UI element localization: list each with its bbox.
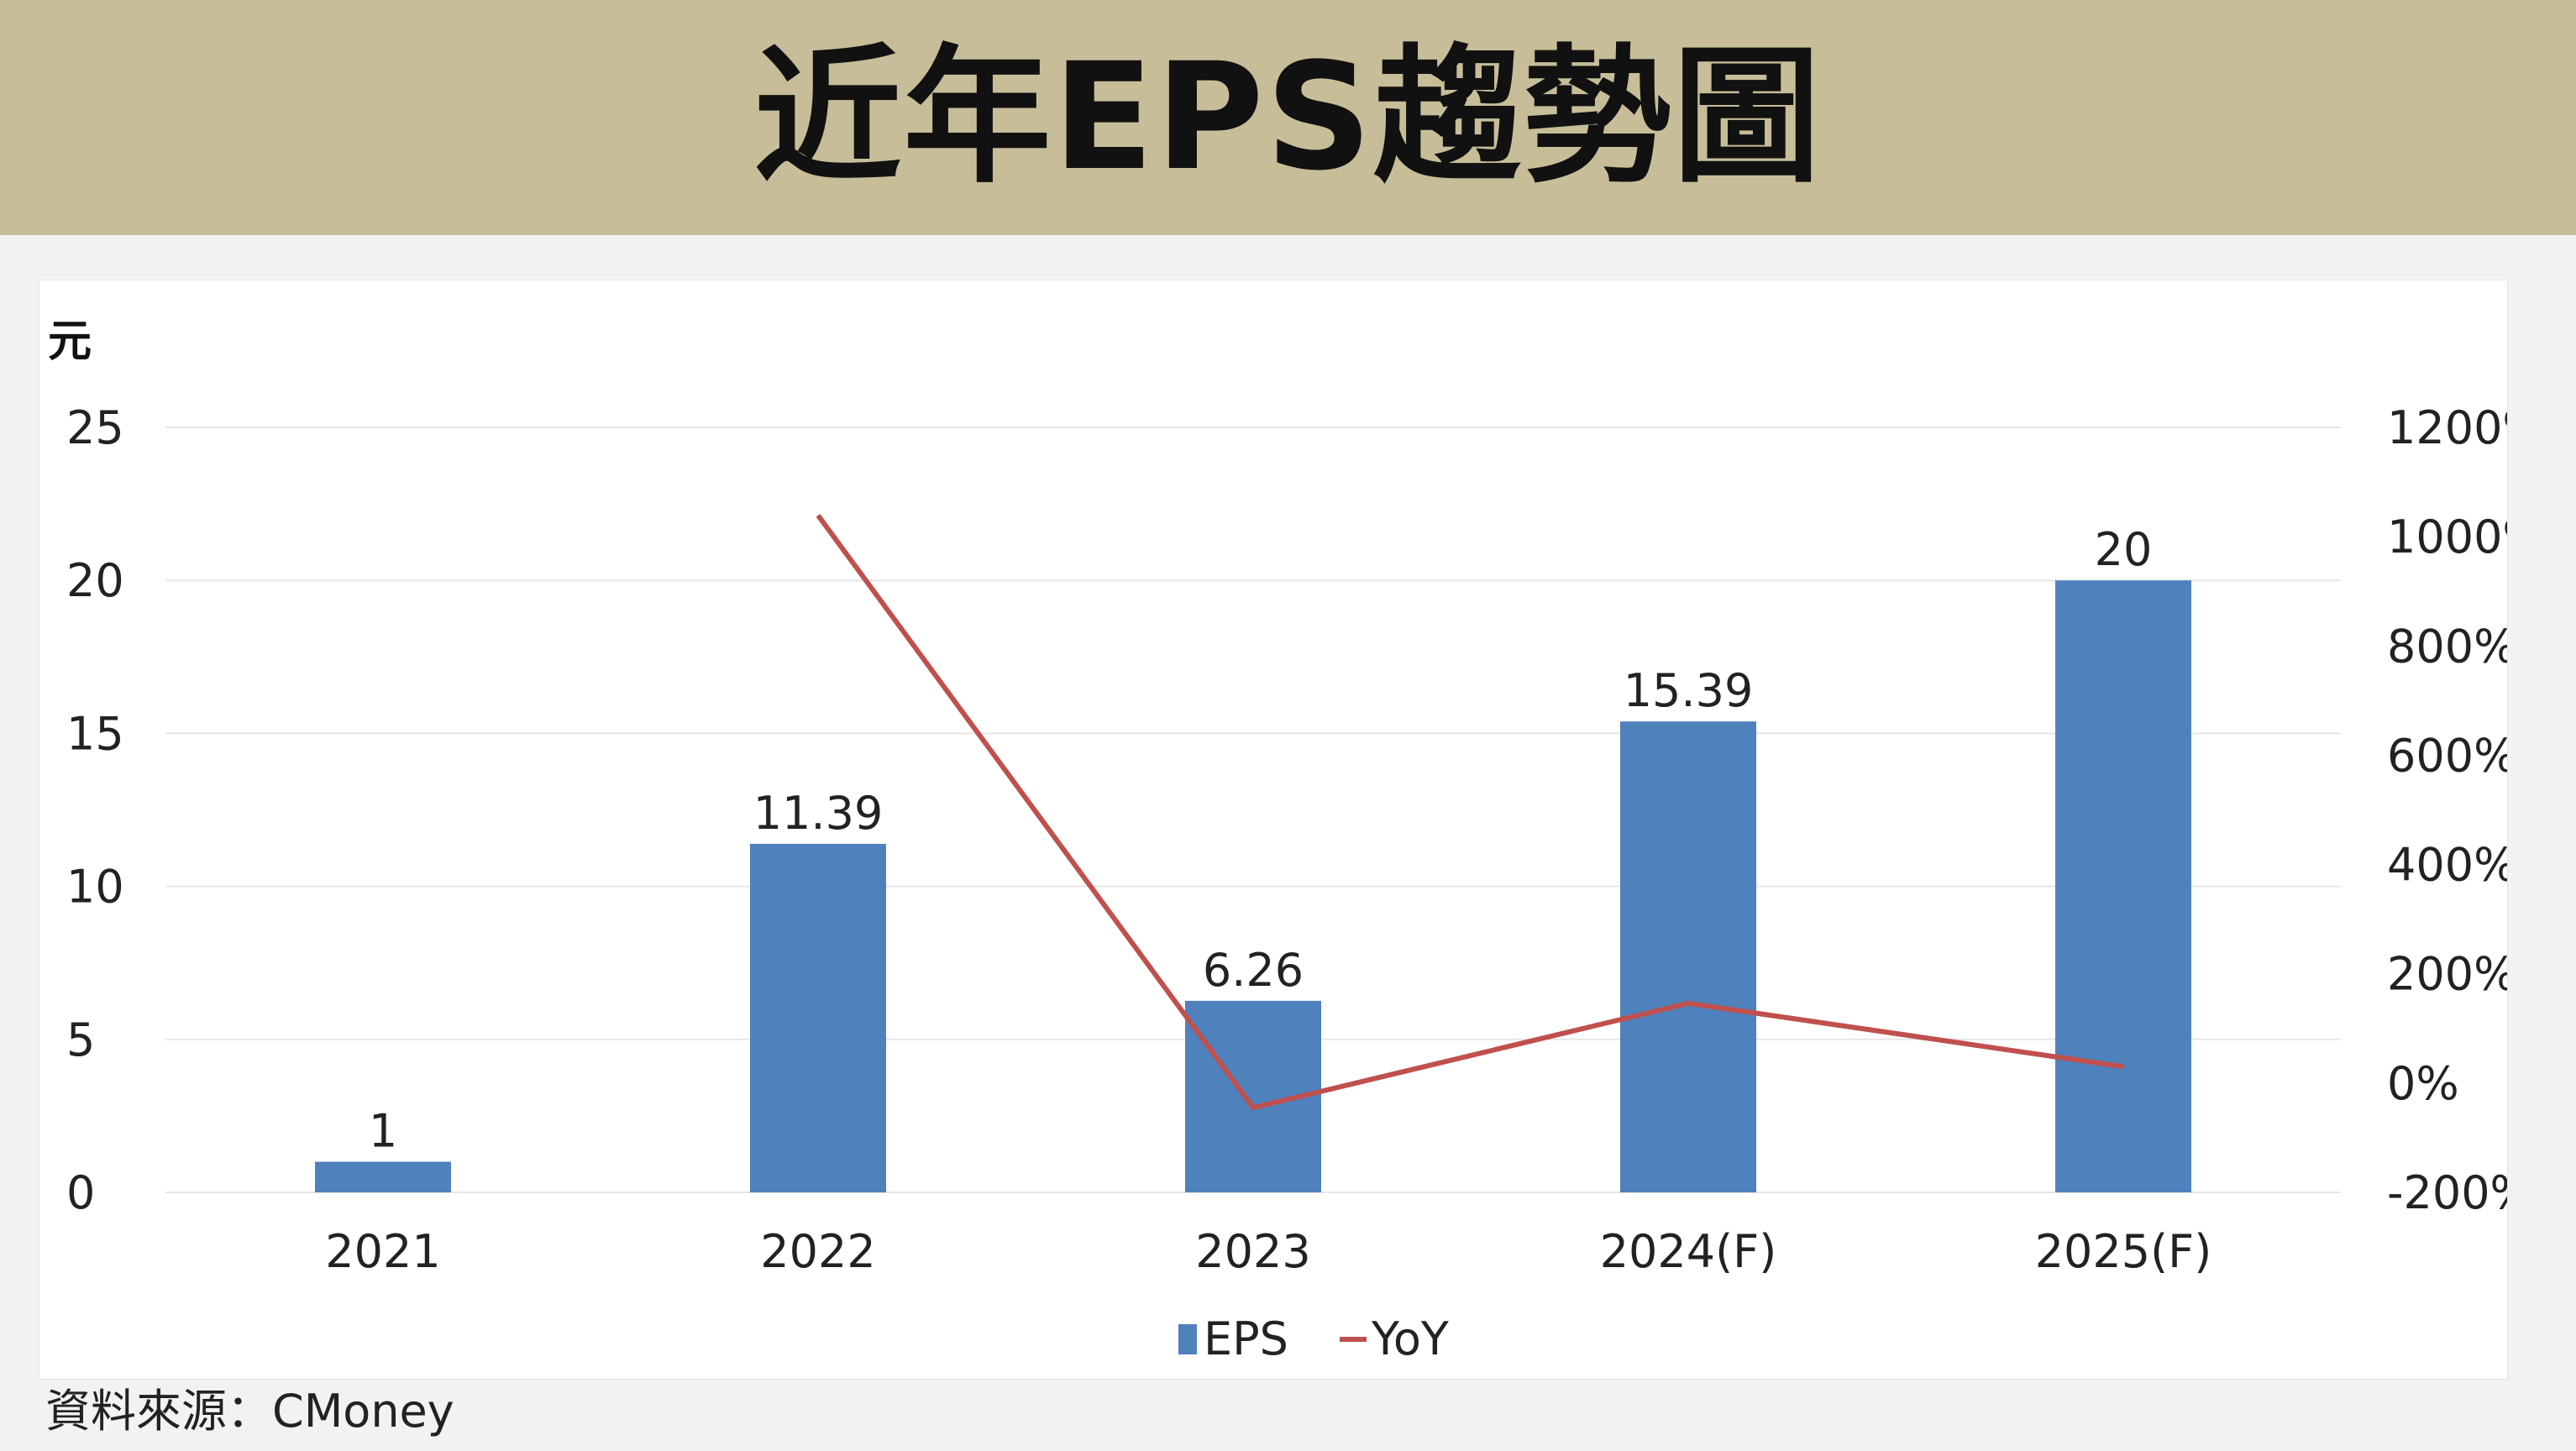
right-tick-label: 0% <box>2387 1057 2459 1110</box>
right-tick-label: 800% <box>2387 620 2507 673</box>
left-tick-label: 10 <box>66 861 124 914</box>
chart-title: 近年EPS趨勢圖 <box>753 31 1823 203</box>
eps-bar <box>1620 721 1756 1192</box>
legend-swatch-eps <box>1178 1324 1197 1354</box>
eps-data-label: 11.39 <box>753 787 884 840</box>
left-tick-label: 20 <box>66 554 124 607</box>
chart-panel: 0510152025-200%0%200%400%600%800%1000%12… <box>39 280 2508 1380</box>
source-note: 資料來源：CMoney <box>45 1385 454 1438</box>
left-tick-label: 15 <box>66 707 124 760</box>
legend: EPS YoY <box>1178 1312 1450 1365</box>
left-tick-label: 0 <box>66 1166 95 1219</box>
eps-data-label: 15.39 <box>1624 664 1754 717</box>
category-label: 2021 <box>325 1225 440 1278</box>
eps-bar <box>315 1161 451 1192</box>
left-tick-label: 5 <box>66 1014 95 1066</box>
category-label: 2024(F) <box>1600 1225 1777 1278</box>
category-label: 2025(F) <box>2035 1225 2212 1278</box>
eps-bar <box>2055 580 2191 1192</box>
left-axis-unit: 元 <box>48 317 92 367</box>
legend-label-eps: EPS <box>1204 1312 1288 1365</box>
eps-data-label: 6.26 <box>1203 944 1304 997</box>
right-tick-label: 200% <box>2387 948 2507 1001</box>
legend-label-yoy: YoY <box>1371 1312 1450 1365</box>
right-tick-label: 400% <box>2387 839 2507 892</box>
yoy-line <box>816 513 2124 1111</box>
eps-bar <box>750 843 886 1192</box>
header-banner: 近年EPS趨勢圖 <box>0 0 2576 235</box>
right-tick-label: -200% <box>2387 1166 2507 1219</box>
left-tick-label: 25 <box>66 401 124 454</box>
right-tick-label: 1200% <box>2387 401 2507 454</box>
category-label: 2023 <box>1195 1225 1310 1278</box>
eps-chart: 0510152025-200%0%200%400%600%800%1000%12… <box>48 317 2507 1365</box>
category-label: 2022 <box>760 1225 875 1278</box>
eps-data-label: 20 <box>2095 523 2153 576</box>
right-tick-label: 1000% <box>2387 511 2507 563</box>
right-tick-label: 600% <box>2387 729 2507 782</box>
eps-data-label: 1 <box>369 1105 397 1158</box>
